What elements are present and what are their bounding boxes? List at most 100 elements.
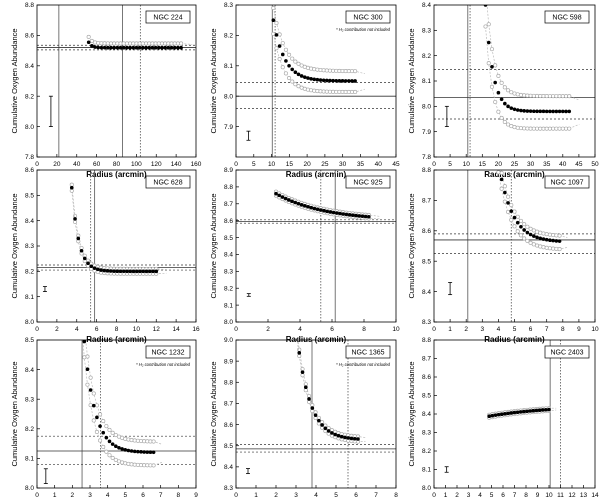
x-tick-label: 8 (362, 326, 366, 333)
abundance-point (134, 45, 139, 50)
abundance-point (79, 248, 84, 253)
envelope-point (499, 186, 504, 191)
plot-frame (235, 4, 397, 158)
plot-area (37, 303, 196, 488)
abundance-point (515, 108, 520, 112)
envelope-point (486, 22, 491, 27)
abundance-point (104, 435, 109, 440)
abundance-point (136, 449, 140, 454)
plot-frame (36, 339, 197, 489)
abundance-point (351, 213, 355, 218)
x-tick-label: 5 (252, 161, 256, 168)
envelope-point (110, 455, 115, 460)
envelope-point (493, 63, 498, 68)
abundance-point (551, 238, 555, 243)
x-tick-label: 40 (375, 161, 383, 168)
abundance-point (179, 45, 183, 50)
abundance-point (139, 450, 143, 454)
abundance-point (320, 423, 324, 427)
y-tick-label: 8.7 (224, 401, 233, 408)
y-tick-label: 8.6 (25, 33, 34, 40)
abundance-point (82, 340, 87, 344)
abundance-point (525, 109, 530, 113)
y-tick-label: 7.8 (422, 154, 431, 161)
y-tick-label: 8.2 (422, 53, 431, 60)
error-bar (48, 95, 53, 127)
abundance-point (297, 351, 302, 355)
abundance-point (101, 430, 106, 435)
y-tick-label: 8.4 (25, 63, 34, 70)
x-tick-label: 0 (234, 161, 238, 168)
x-tick-label: 5 (490, 492, 494, 499)
y-tick-label: 8.1 (25, 456, 34, 463)
y-tick-label: 8.5 (25, 337, 34, 344)
x-tick-label: 50 (591, 161, 599, 168)
envelope-point (297, 353, 302, 358)
x-tick-label: 16 (192, 326, 200, 333)
abundance-point (73, 217, 77, 221)
abundance-point (287, 198, 291, 202)
x-tick-label: 10 (545, 492, 553, 499)
abundance-point (160, 45, 164, 50)
x-tick-label: 8 (561, 326, 565, 333)
abundance-point (121, 269, 126, 274)
x-tick-label: 140 (171, 161, 182, 168)
envelope-point (69, 188, 74, 193)
abundance-point (519, 108, 523, 113)
y-axis-label: Cumulative Oxygen Abundance (209, 28, 218, 133)
y-tick-label: 7.9 (224, 124, 233, 131)
abundance-point (331, 210, 336, 215)
x-tick-label: 45 (392, 161, 400, 168)
envelope-point (107, 427, 112, 433)
abundance-point (334, 78, 339, 83)
abundance-point (126, 448, 131, 453)
abundance-point (512, 410, 517, 415)
y-tick-label: 7.8 (25, 154, 34, 161)
abundance-point (503, 101, 507, 106)
abundance-point (128, 269, 133, 274)
abundance-point (151, 450, 156, 455)
plot-frame (433, 4, 596, 158)
envelope-point (512, 125, 517, 130)
x-tick-label: 0 (234, 326, 238, 333)
envelope-point (496, 73, 501, 78)
abundance-point (148, 450, 153, 455)
y-tick-label: 8.8 (224, 184, 233, 191)
y-tick-label: 8.3 (422, 319, 431, 326)
y-tick-label: 8.3 (422, 28, 431, 35)
abundance-point (90, 44, 94, 48)
x-tick-label: 3 (467, 492, 471, 499)
abundance-point (336, 433, 341, 438)
abundance-point (512, 107, 517, 112)
y-tick-label: 8.2 (25, 93, 34, 100)
y-tick-label: 8.4 (25, 218, 34, 225)
abundance-point (105, 45, 110, 50)
y-axis-label: Cumulative Oxygen Abundance (209, 361, 218, 466)
abundance-point (315, 77, 320, 82)
abundance-point (105, 269, 110, 273)
envelope-point (82, 355, 87, 360)
error-bar (246, 130, 251, 141)
abundance-point (79, 303, 83, 307)
y-tick-label: 8.8 (422, 337, 431, 344)
abundance-point (347, 213, 352, 217)
y-axis-label: Cumulative Oxygen Abundance (10, 193, 19, 298)
abundance-point (274, 33, 279, 37)
y-tick-label: 8.5 (224, 235, 233, 242)
abundance-point (134, 269, 139, 274)
abundance-point (493, 413, 498, 417)
x-tick-label: 80 (113, 161, 121, 168)
x-tick-label: 2 (274, 492, 278, 499)
y-tick-label: 8.1 (25, 294, 34, 301)
abundance-point (154, 269, 159, 274)
abundance-point (102, 45, 107, 50)
x-tick-label: 0 (35, 326, 39, 333)
abundance-point (356, 437, 360, 441)
error-bar (448, 282, 453, 296)
envelope-point (271, 31, 276, 36)
envelope-point (88, 403, 93, 408)
x-tick-label: 25 (511, 161, 519, 168)
abundance-point (338, 211, 342, 216)
